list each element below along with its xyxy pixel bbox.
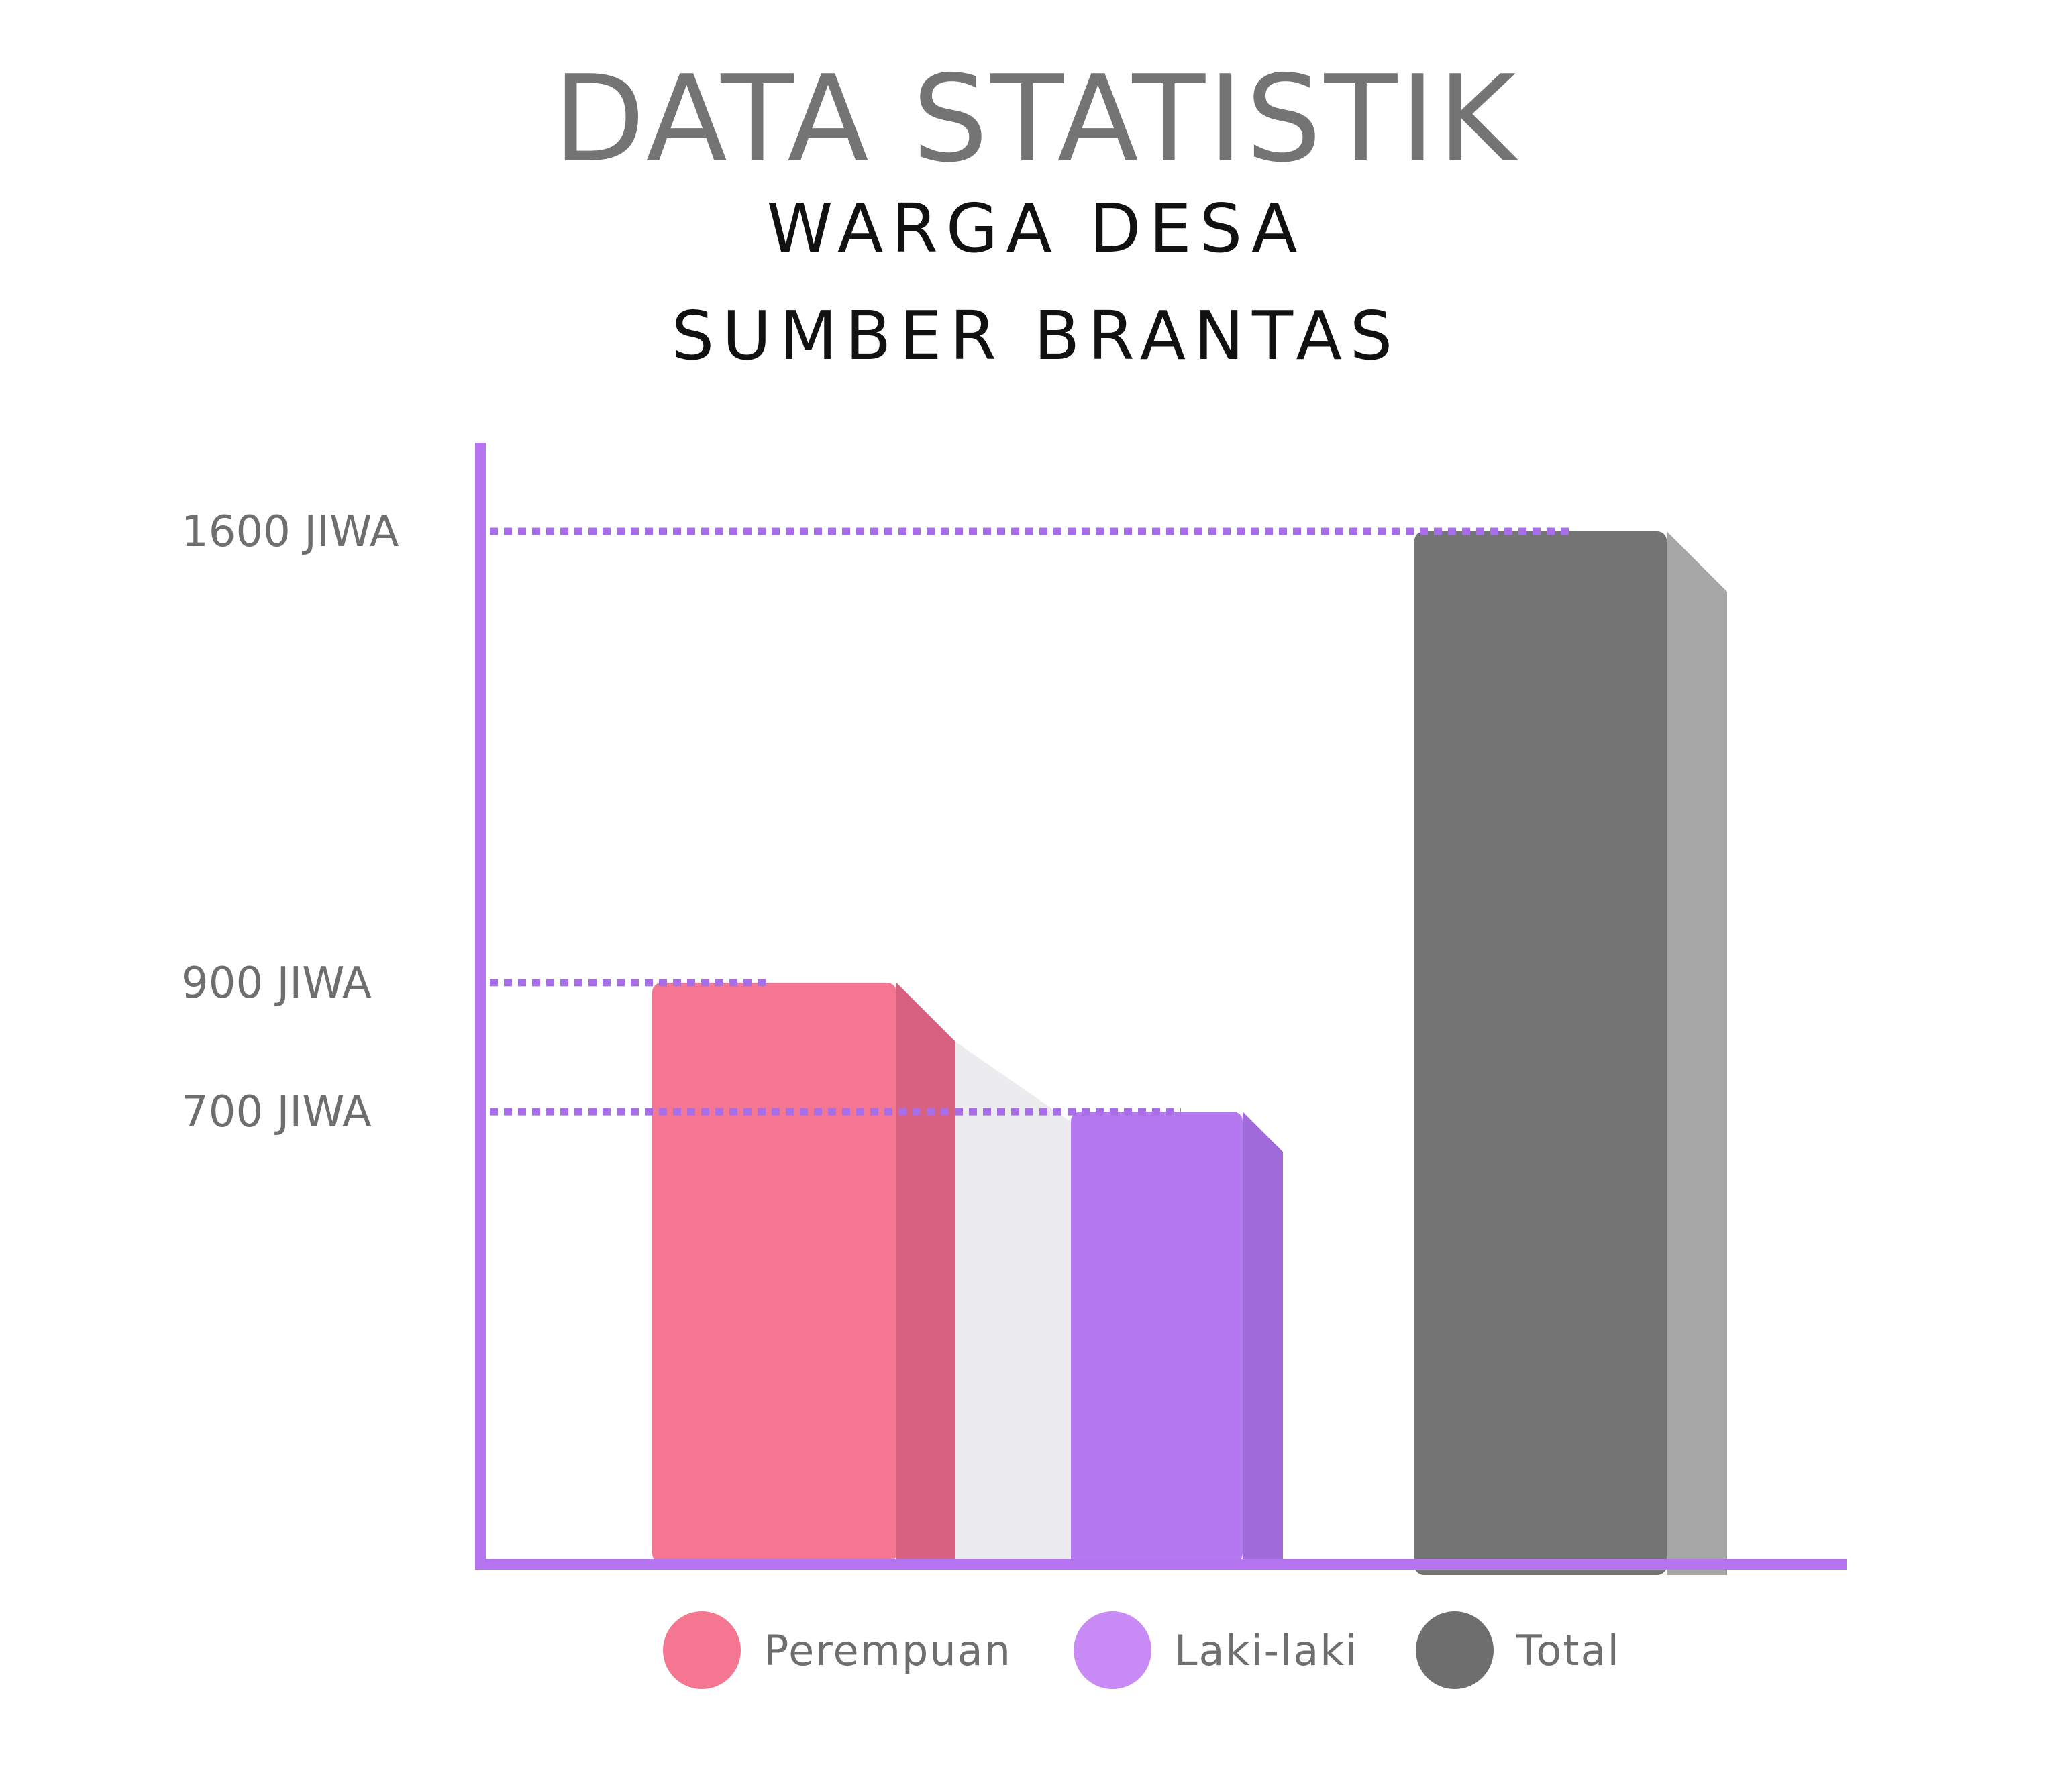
tick-label-900: 900 JIWA <box>181 959 372 1008</box>
chart-title: DATA STATISTIK <box>553 50 1519 189</box>
chart-subtitle-line1: WARGA DESA <box>766 189 1306 268</box>
legend-swatch-total <box>1416 1611 1494 1689</box>
bar-perempuan <box>652 982 896 1563</box>
legend-label-perempuan: Perempuan <box>764 1626 1012 1675</box>
legend-swatch-laki-laki <box>1074 1611 1151 1689</box>
tick-label-1600: 1600 JIWA <box>181 507 399 557</box>
bar-side-total <box>1667 531 1727 1575</box>
bar-side-laki-laki <box>1243 1112 1283 1563</box>
bar-side-perempuan <box>896 982 955 1563</box>
bar-total <box>1414 531 1667 1575</box>
tick-label-700: 700 JIWA <box>181 1087 372 1137</box>
bar-laki-laki <box>1071 1112 1243 1563</box>
chart-subtitle-line2: SUMBER BRANTAS <box>671 297 1401 375</box>
legend-label-total: Total <box>1516 1626 1620 1675</box>
legend-swatch-perempuan <box>663 1611 741 1689</box>
legend-label-laki-laki: Laki-laki <box>1174 1626 1358 1675</box>
